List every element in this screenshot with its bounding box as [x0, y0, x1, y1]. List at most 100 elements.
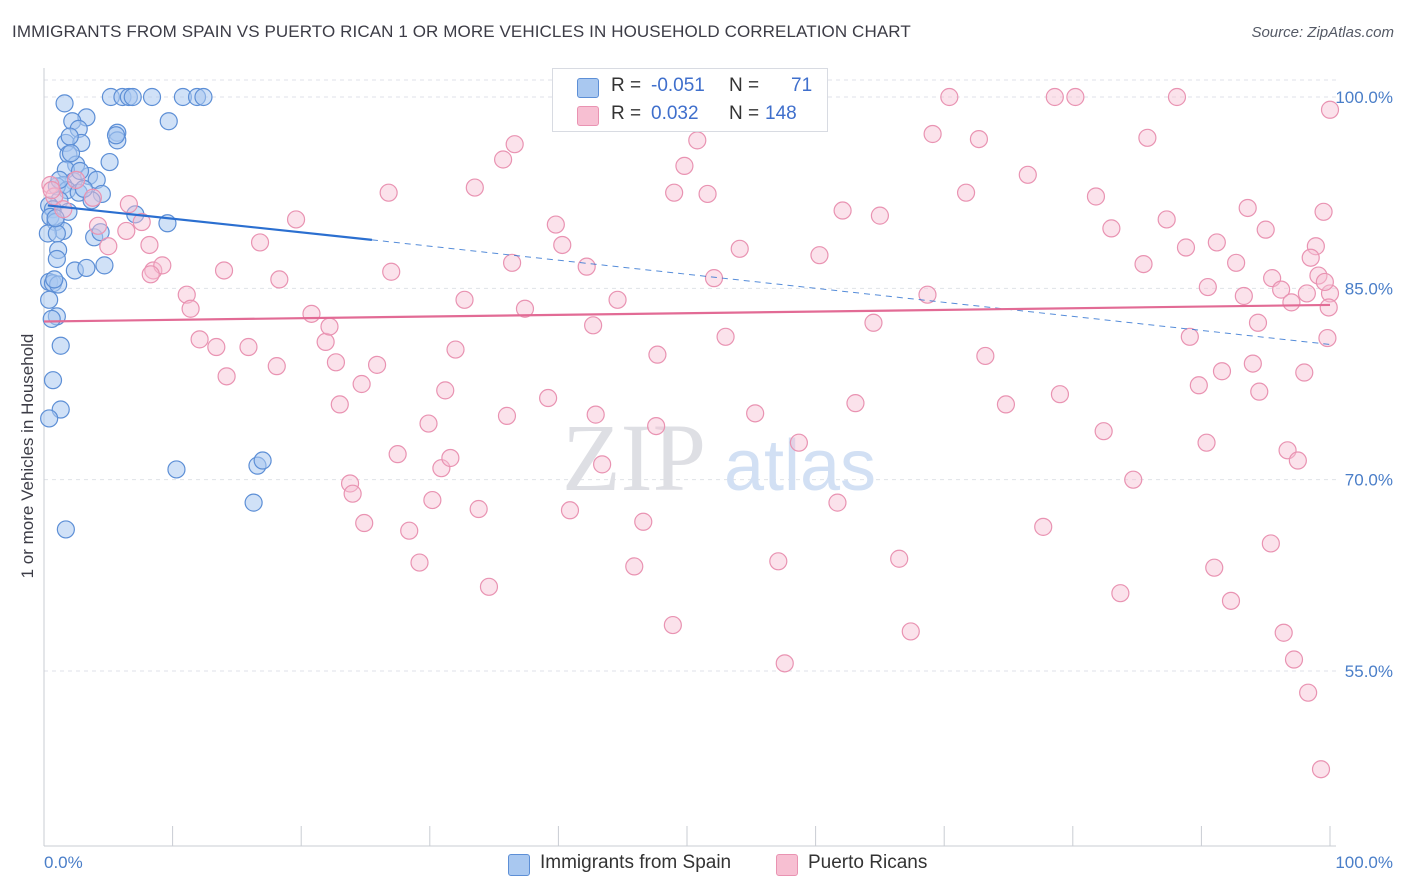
spain-point: [142, 87, 162, 107]
y-tick-label: 70.0%: [1345, 471, 1393, 490]
spain-point: [159, 112, 178, 131]
legend-row-spain: R = -0.051 N = 71: [553, 73, 827, 101]
puerto-rican-point: [382, 262, 401, 281]
puerto-rican-point: [388, 445, 407, 464]
puerto-rican-point: [1034, 517, 1053, 536]
puerto-rican-point: [217, 367, 236, 386]
puerto-rican-point: [423, 490, 442, 510]
legend-label-spain: Immigrants from Spain: [540, 852, 732, 873]
puerto-rican-point: [479, 577, 499, 596]
spain-point: [70, 161, 90, 181]
puerto-rican-point: [446, 340, 465, 359]
spain-point: [194, 87, 213, 107]
puerto-rican-point: [1301, 248, 1320, 267]
puerto-rican-point: [1094, 422, 1113, 441]
puerto-rican-point: [1320, 100, 1340, 119]
puerto-rican-point: [1066, 87, 1085, 107]
puerto-rican-point: [1272, 280, 1291, 299]
legend-swatch-spain: [577, 78, 599, 98]
puerto-rican-point: [625, 557, 644, 576]
y-tick-label: 100.0%: [1335, 88, 1393, 107]
puerto-rican-point: [67, 170, 86, 190]
spain-point: [167, 460, 186, 479]
puerto-rican-point: [539, 388, 558, 408]
puerto-rican-point: [207, 337, 226, 357]
puerto-rican-point: [214, 261, 234, 280]
puerto-rican-point: [698, 184, 717, 204]
puerto-rican-point: [400, 521, 419, 540]
puerto-rican-point: [250, 233, 270, 252]
puerto-rican-point: [665, 183, 684, 202]
puerto-rican-point: [326, 353, 346, 372]
puerto-rican-trend-line: [43, 303, 1331, 323]
puerto-rican-point: [1315, 272, 1334, 292]
puerto-rican-point: [593, 455, 612, 474]
spain-points: [38, 87, 272, 539]
puerto-rican-point: [1045, 87, 1064, 107]
puerto-rican-point: [1189, 376, 1208, 395]
puerto-rican-point: [177, 285, 196, 304]
puerto-rican-point: [1318, 328, 1337, 348]
puerto-rican-point: [577, 257, 596, 276]
puerto-rican-point: [663, 615, 682, 635]
puerto-rican-point: [267, 357, 286, 376]
puerto-rican-point: [976, 346, 995, 366]
spain-point: [95, 256, 114, 275]
puerto-rican-point: [140, 235, 159, 255]
watermark: ZIP atlas: [562, 404, 876, 511]
puerto-rican-point: [1167, 87, 1187, 107]
spain-trend-line: [47, 204, 373, 241]
puerto-rican-point: [181, 299, 200, 318]
puerto-rican-point: [494, 150, 513, 169]
puerto-rican-point: [1086, 187, 1106, 206]
spain-point: [42, 309, 61, 329]
spain-point: [106, 126, 126, 145]
puerto-rican-point: [379, 183, 398, 202]
axes: [43, 68, 1336, 847]
spain-point: [43, 371, 63, 390]
spain-point: [40, 290, 59, 309]
puerto-rican-point: [286, 210, 306, 229]
puerto-rican-point: [1256, 220, 1275, 239]
puerto-rican-point: [688, 131, 707, 150]
puerto-rican-point: [1288, 451, 1307, 470]
puerto-rican-point: [789, 433, 808, 452]
puerto-rican-point: [586, 405, 605, 424]
puerto-rican-point: [320, 317, 339, 336]
puerto-rican-point: [775, 654, 794, 673]
puerto-rican-point: [1180, 327, 1199, 346]
spain-point: [123, 87, 142, 107]
puerto-rican-point: [1238, 198, 1257, 218]
y-axis-label: 1 or more Vehicles in Household: [18, 333, 37, 579]
legend-r-label: R =: [611, 75, 642, 96]
puerto-rican-point: [870, 206, 890, 225]
puerto-rican-point: [343, 484, 362, 503]
puerto-rican-point: [648, 345, 667, 364]
puerto-rican-point: [730, 239, 749, 258]
puerto-rican-point: [465, 178, 484, 197]
puerto-rican-point: [190, 330, 209, 349]
puerto-rican-point: [608, 290, 627, 309]
spain-point: [45, 270, 64, 289]
puerto-rican-point: [441, 448, 460, 468]
puerto-rican-point: [515, 299, 535, 318]
puerto-rican-point: [132, 212, 151, 232]
legend-row-puerto-ricans: R = 0.032 N = 148: [553, 101, 827, 129]
spain-point: [60, 127, 79, 146]
puerto-rican-point: [1319, 298, 1338, 317]
puerto-rican-point: [1282, 293, 1301, 312]
spain-point: [51, 336, 70, 355]
puerto-rican-point: [42, 181, 61, 200]
puerto-rican-point: [560, 501, 580, 520]
puerto-rican-point: [746, 404, 765, 423]
puerto-rican-point: [330, 395, 349, 414]
watermark-atlas: atlas: [724, 426, 876, 506]
source-credit: Source: ZipAtlas.com: [1251, 24, 1394, 41]
spain-point: [47, 249, 66, 269]
puerto-rican-point: [769, 552, 788, 571]
spain-point: [61, 144, 81, 163]
puerto-rican-point: [1299, 683, 1318, 702]
puerto-rican-point: [316, 332, 335, 352]
puerto-rican-point: [1157, 210, 1176, 229]
puerto-rican-point: [1207, 233, 1226, 252]
